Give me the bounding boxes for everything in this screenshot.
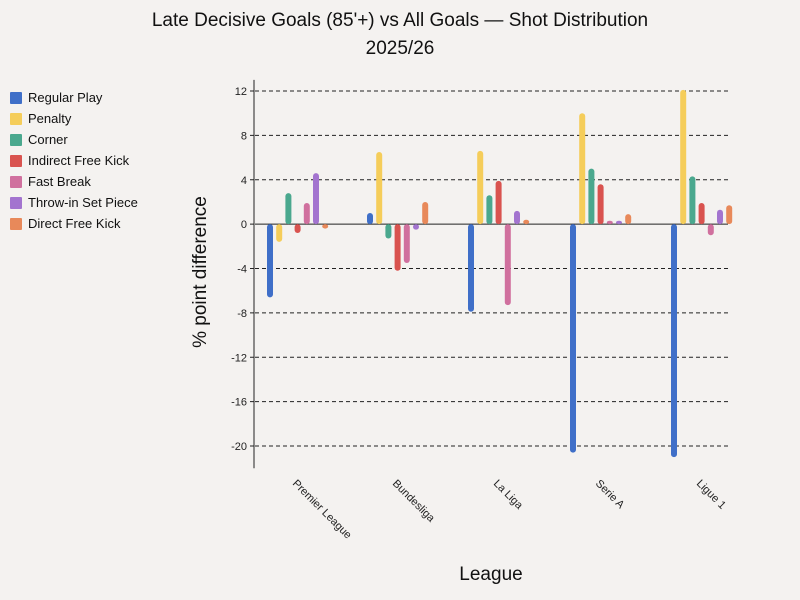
y-tick-label: 4 [241, 175, 247, 187]
legend-swatch [10, 175, 22, 188]
x-tick-label: Ligue 1 [694, 478, 728, 512]
legend-item: Direct Free Kick [10, 213, 138, 234]
bar [523, 219, 530, 225]
bar [468, 224, 474, 312]
bar [707, 224, 714, 236]
legend: Regular Play Penalty Corner Indirect Fre… [10, 87, 138, 234]
y-tick-label: 12 [235, 86, 247, 98]
bar [671, 224, 677, 458]
bar [717, 209, 723, 225]
bar [413, 224, 419, 230]
bar [570, 224, 576, 453]
bar [597, 184, 604, 225]
bar [616, 220, 622, 225]
y-tick-label: -16 [231, 397, 247, 409]
legend-swatch [10, 133, 22, 146]
legend-swatch [10, 196, 22, 209]
bar [504, 224, 511, 306]
bar [579, 113, 586, 225]
legend-label: Indirect Free Kick [28, 153, 130, 168]
y-tick-label: -4 [237, 264, 247, 276]
bar [422, 201, 429, 225]
chart-title: Late Decisive Goals (85'+) vs All Goals … [151, 10, 649, 31]
legend-item: Fast Break [10, 171, 138, 192]
y-tick-label: -8 [237, 308, 247, 320]
x-tick-label: Bundesliga [390, 478, 438, 526]
legend-item: Penalty [10, 108, 138, 129]
legend-item: Throw-in Set Piece [10, 192, 138, 213]
legend-label: Corner [28, 132, 68, 147]
bar [267, 224, 273, 298]
legend-item: Corner [10, 129, 138, 150]
legend-label: Direct Free Kick [28, 216, 121, 231]
bar [367, 213, 373, 225]
bar [385, 224, 392, 239]
bar [477, 150, 484, 225]
x-tick-label: Serie A [593, 478, 627, 512]
bar [495, 180, 502, 225]
bar [313, 173, 319, 225]
bar [376, 152, 383, 225]
chart-subtitle: 2025/26 [365, 38, 435, 59]
legend-swatch [10, 217, 22, 230]
legend-swatch [10, 91, 22, 104]
legend-swatch [10, 112, 22, 125]
bar [303, 203, 310, 225]
bar [625, 214, 632, 225]
x-tick-label: Premier League [290, 478, 354, 542]
x-tick-label: La Liga [491, 478, 526, 513]
bar [698, 203, 705, 225]
y-axis-label: % point difference [190, 196, 211, 348]
bar [726, 205, 733, 225]
y-tick-label: 8 [241, 130, 247, 142]
bar [486, 195, 493, 225]
legend-label: Throw-in Set Piece [28, 195, 138, 210]
bar [276, 224, 283, 242]
legend-label: Penalty [28, 111, 72, 126]
legend-swatch [10, 154, 22, 167]
y-tick-label: 0 [241, 219, 247, 231]
bar [588, 168, 595, 225]
bar [689, 176, 696, 225]
y-tick-label: -12 [231, 352, 247, 364]
legend-label: Regular Play [28, 90, 103, 105]
legend-label: Fast Break [28, 174, 91, 189]
x-axis-label: League [459, 564, 522, 585]
bar [403, 224, 410, 263]
bar [606, 220, 613, 225]
y-tick-label: -20 [231, 441, 247, 453]
bar [680, 89, 687, 225]
bar [285, 193, 292, 225]
bar [294, 224, 301, 233]
bar [394, 224, 401, 271]
legend-item: Regular Play [10, 87, 138, 108]
legend-item: Indirect Free Kick [10, 150, 138, 171]
bar [322, 224, 329, 229]
bar [514, 210, 520, 225]
